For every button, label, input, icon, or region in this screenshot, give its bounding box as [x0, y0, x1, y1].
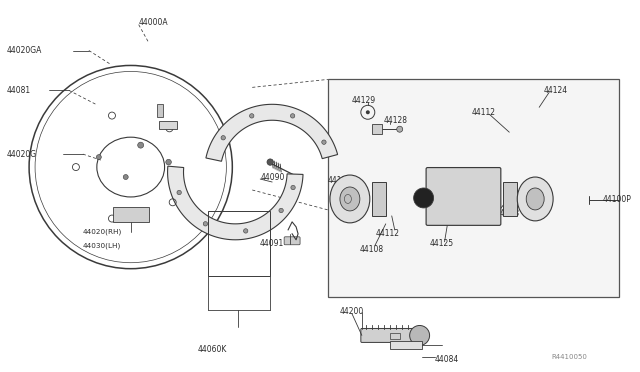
Text: 44129: 44129: [352, 96, 376, 105]
Circle shape: [322, 140, 326, 144]
Text: 44030(LH): 44030(LH): [83, 243, 121, 249]
Bar: [390, 341, 422, 349]
Text: 44128: 44128: [384, 116, 408, 125]
Text: 44060K: 44060K: [198, 345, 227, 354]
FancyBboxPatch shape: [284, 237, 300, 245]
FancyBboxPatch shape: [426, 167, 501, 225]
Text: 44020GA: 44020GA: [6, 46, 42, 55]
Circle shape: [291, 114, 295, 118]
Circle shape: [221, 135, 225, 140]
Bar: [157, 104, 163, 117]
Text: 44124: 44124: [328, 176, 352, 185]
Circle shape: [410, 326, 429, 346]
Text: 44081: 44081: [6, 86, 30, 95]
Circle shape: [166, 159, 172, 165]
Bar: [372, 182, 386, 216]
Bar: [113, 207, 148, 222]
Text: 44108: 44108: [360, 245, 384, 254]
Circle shape: [366, 110, 370, 114]
Circle shape: [267, 159, 273, 165]
Text: 44125: 44125: [429, 239, 454, 248]
Text: R4410050: R4410050: [551, 355, 587, 360]
Circle shape: [397, 126, 403, 132]
Text: 44112: 44112: [472, 108, 495, 117]
Circle shape: [291, 185, 295, 190]
Polygon shape: [206, 104, 338, 161]
Text: 44020G: 44020G: [6, 150, 36, 158]
Text: 44112: 44112: [376, 229, 400, 238]
Bar: [390, 333, 400, 339]
Bar: [372, 124, 382, 134]
Text: 44091: 44091: [260, 239, 284, 248]
Text: 44084: 44084: [435, 355, 459, 364]
Bar: [503, 182, 517, 216]
Text: 44200: 44200: [340, 307, 364, 316]
Text: 44124: 44124: [543, 86, 567, 95]
Circle shape: [97, 155, 101, 160]
Circle shape: [243, 229, 248, 233]
Polygon shape: [168, 166, 303, 240]
Text: 44000A: 44000A: [139, 18, 168, 27]
Text: 44020(RH): 44020(RH): [83, 228, 122, 235]
FancyBboxPatch shape: [361, 328, 418, 342]
Circle shape: [279, 208, 284, 213]
Ellipse shape: [340, 187, 360, 211]
Ellipse shape: [330, 175, 370, 223]
Text: 44108: 44108: [495, 209, 520, 218]
Circle shape: [204, 222, 207, 226]
Circle shape: [138, 142, 143, 148]
Ellipse shape: [517, 177, 553, 221]
Circle shape: [177, 190, 181, 195]
Circle shape: [250, 114, 254, 118]
Text: 44090: 44090: [260, 173, 285, 182]
Bar: [328, 79, 619, 296]
Bar: [159, 121, 177, 129]
Text: 44100P: 44100P: [603, 195, 632, 205]
Bar: [209, 211, 270, 276]
Circle shape: [124, 174, 128, 180]
Ellipse shape: [526, 188, 544, 210]
Circle shape: [413, 188, 433, 208]
